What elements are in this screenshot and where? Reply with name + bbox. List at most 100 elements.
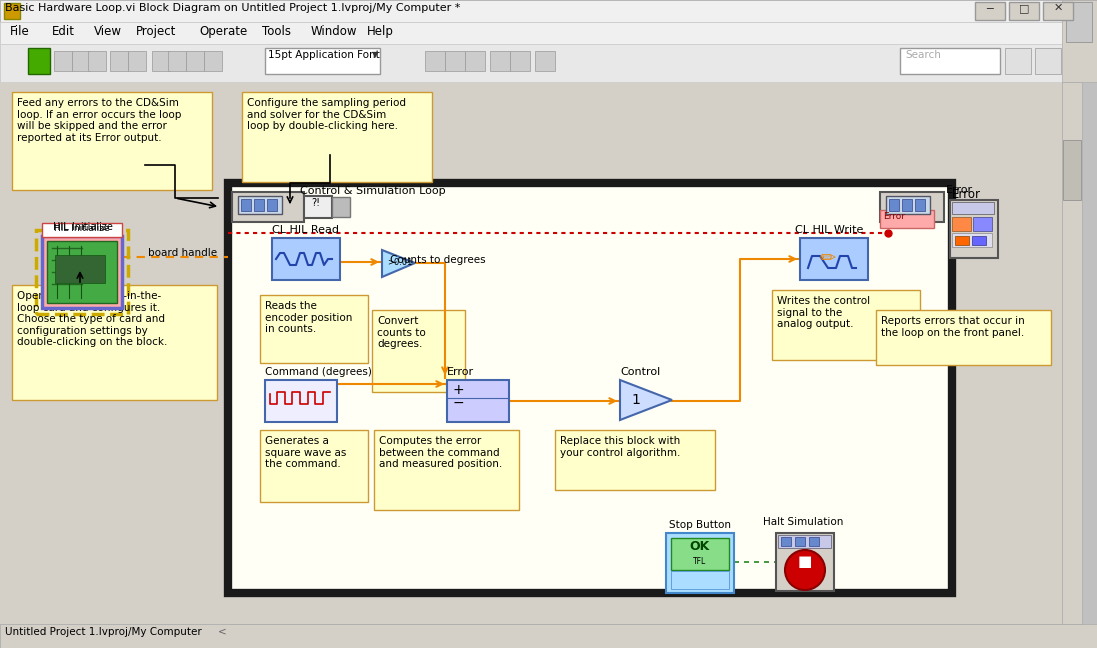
Bar	[778, 535, 832, 548]
Bar	[0, 624, 1097, 648]
Text: CL HIL Write: CL HIL Write	[795, 225, 863, 235]
Text: Error: Error	[883, 212, 905, 221]
Bar	[260, 295, 367, 363]
Text: ?!: ?!	[312, 198, 320, 208]
Bar	[0, 44, 1097, 82]
Bar	[128, 51, 146, 71]
Bar	[0, 82, 1062, 624]
Text: Control & Simulation Loop: Control & Simulation Loop	[299, 186, 445, 196]
Bar	[800, 238, 868, 280]
Bar	[260, 430, 367, 502]
Bar	[795, 537, 805, 546]
Bar	[265, 380, 337, 422]
Bar	[55, 255, 105, 283]
Bar	[952, 233, 992, 247]
Bar	[272, 238, 340, 280]
Text: Error: Error	[946, 185, 973, 195]
Text: 1: 1	[632, 393, 641, 407]
Bar	[781, 537, 791, 546]
Text: Project: Project	[136, 25, 177, 38]
Bar	[230, 624, 1060, 648]
Text: Stop Button: Stop Button	[669, 520, 731, 530]
Bar	[0, 22, 1097, 44]
Bar	[952, 217, 971, 231]
Text: Help: Help	[367, 25, 394, 38]
Text: Generates a
square wave as
the command.: Generates a square wave as the command.	[265, 436, 347, 469]
Bar	[36, 230, 128, 314]
Text: Operate: Operate	[199, 25, 247, 38]
Text: Computes the error
between the command
and measured position.: Computes the error between the command a…	[378, 436, 502, 469]
Bar	[671, 538, 730, 570]
Bar	[231, 192, 304, 222]
Text: TFL: TFL	[693, 557, 706, 566]
Bar	[88, 51, 106, 71]
Bar	[4, 3, 20, 19]
Bar	[1009, 2, 1039, 20]
Bar	[535, 51, 555, 71]
Bar	[1062, 0, 1097, 82]
Text: HIL Initialize: HIL Initialize	[54, 224, 110, 233]
Bar	[332, 197, 350, 217]
Text: 15pt Application Font: 15pt Application Font	[268, 50, 380, 60]
Bar	[1060, 624, 1062, 648]
Bar	[1005, 48, 1031, 74]
Text: ■: ■	[798, 554, 812, 569]
Text: ▼: ▼	[372, 50, 378, 59]
Text: Control: Control	[620, 367, 660, 377]
Bar	[72, 51, 90, 71]
Bar	[445, 51, 465, 71]
Bar	[372, 310, 465, 392]
Text: Opens the hardware-in-the-
loop card and configures it.
Choose the type of card : Opens the hardware-in-the- loop card and…	[16, 291, 168, 347]
Bar	[510, 51, 530, 71]
Bar	[186, 51, 204, 71]
Bar	[255, 199, 264, 211]
Bar	[666, 533, 734, 593]
Text: Replace this block with
your control algorithm.: Replace this block with your control alg…	[559, 436, 680, 457]
Bar	[877, 310, 1051, 365]
Text: View: View	[94, 25, 122, 38]
Bar	[228, 183, 952, 593]
Text: Tools: Tools	[262, 25, 291, 38]
Text: Halt Simulation: Halt Simulation	[762, 517, 844, 527]
Text: Counts to degrees: Counts to degrees	[391, 255, 486, 265]
Bar	[900, 48, 1000, 74]
Bar	[42, 223, 122, 237]
Text: □: □	[1019, 3, 1029, 13]
Bar	[889, 199, 900, 211]
Text: Edit: Edit	[52, 25, 75, 38]
Text: OK: OK	[690, 540, 710, 553]
Bar	[265, 48, 380, 74]
Bar	[304, 196, 332, 218]
Text: Basic Hardware Loop.vi Block Diagram on Untitled Project 1.lvproj/My Computer *: Basic Hardware Loop.vi Block Diagram on …	[5, 3, 461, 13]
Bar	[446, 380, 509, 422]
Text: File: File	[10, 25, 30, 38]
Circle shape	[785, 550, 825, 590]
Text: Writes the control
signal to the
analog output.: Writes the control signal to the analog …	[777, 296, 870, 329]
Bar	[880, 192, 945, 222]
Bar	[886, 196, 930, 214]
Bar	[110, 51, 128, 71]
Bar	[204, 51, 222, 71]
Bar	[950, 200, 998, 258]
Text: Error: Error	[952, 188, 981, 201]
Text: Command (degrees): Command (degrees)	[265, 367, 372, 377]
Text: CL HIL Read: CL HIL Read	[272, 225, 339, 235]
Text: Window: Window	[312, 25, 358, 38]
Bar	[490, 51, 510, 71]
Bar	[12, 285, 217, 400]
Bar	[1062, 82, 1082, 624]
Bar	[1066, 2, 1092, 42]
Text: Error: Error	[446, 367, 474, 377]
Bar	[975, 2, 1005, 20]
Bar	[152, 51, 170, 71]
Bar	[1034, 48, 1061, 74]
Bar	[776, 533, 834, 591]
Bar	[808, 537, 819, 546]
Bar	[880, 210, 934, 228]
Text: >0.01: >0.01	[387, 258, 412, 267]
Text: +: +	[453, 383, 465, 397]
Bar	[54, 51, 72, 71]
Bar	[42, 236, 122, 308]
Bar	[772, 290, 920, 360]
Text: Convert
counts to
degrees.: Convert counts to degrees.	[377, 316, 426, 349]
